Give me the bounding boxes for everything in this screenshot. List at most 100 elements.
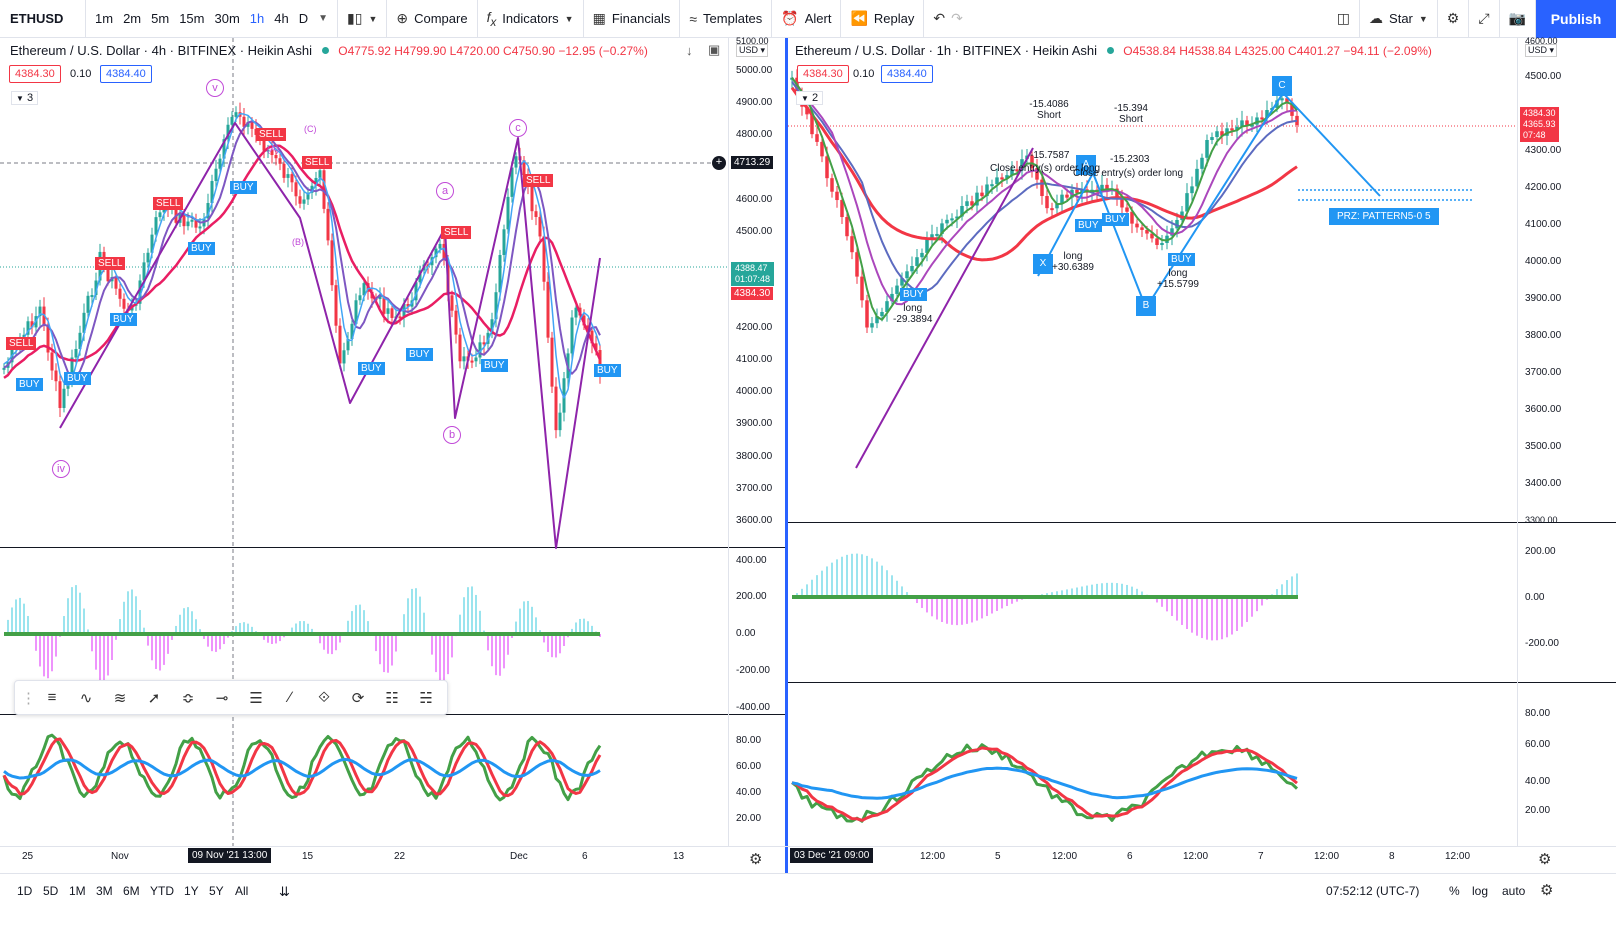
- auto-toggle[interactable]: auto: [1502, 884, 1526, 898]
- range-5y[interactable]: 5Y: [209, 884, 224, 898]
- candle: [154, 217, 158, 235]
- templates-button[interactable]: ≈ Templates: [680, 0, 773, 38]
- left-chart-canvas[interactable]: [0, 38, 728, 846]
- trend-line-icon[interactable]: ➚: [147, 689, 161, 707]
- range-all[interactable]: All: [235, 884, 249, 898]
- gear-icon[interactable]: ⚙: [749, 851, 763, 868]
- candle: [302, 199, 306, 204]
- currency-button[interactable]: USD ▾: [1525, 44, 1558, 57]
- gear-icon[interactable]: ⚙: [1538, 851, 1552, 868]
- download-icon[interactable]: ↓: [686, 43, 693, 58]
- bar-style-button[interactable]: ▮▯ ▼: [338, 0, 388, 38]
- tf-5m[interactable]: 5m: [151, 11, 170, 26]
- pattern-point-a[interactable]: A: [1076, 155, 1096, 175]
- candle: [850, 236, 854, 253]
- gear-icon[interactable]: ⚙: [1540, 882, 1554, 899]
- star-button[interactable]: ☁ Star ▼: [1360, 0, 1438, 38]
- range-1y[interactable]: 1Y: [184, 884, 199, 898]
- tf-4h[interactable]: 4h: [274, 11, 289, 26]
- right-price-axis[interactable]: 4600.00 USD ▾ 4500.00 4300.00 4200.00 41…: [1517, 36, 1616, 846]
- ray-icon[interactable]: ∕: [288, 689, 292, 706]
- trade-label: Short: [1119, 114, 1143, 125]
- pane-divider[interactable]: [788, 522, 1616, 523]
- right-buy-price[interactable]: 4384.40: [881, 65, 933, 83]
- tf-2m[interactable]: 2m: [123, 11, 142, 26]
- left-studies-toggle[interactable]: ▼ 3: [11, 91, 39, 105]
- clock[interactable]: 07:52:12 (UTC-7): [1326, 884, 1420, 898]
- trade-pnl: +30.6389: [1052, 262, 1094, 273]
- plus-icon[interactable]: +: [712, 156, 726, 170]
- log-toggle[interactable]: log: [1472, 884, 1489, 898]
- replay-button[interactable]: ⏪ Replay: [841, 0, 925, 38]
- abcd-pattern-icon[interactable]: ∿: [79, 689, 93, 707]
- goto-date-icon[interactable]: ⇊: [279, 884, 290, 899]
- elliott-wave-icon[interactable]: ≋: [113, 689, 127, 707]
- fib-icon[interactable]: ☰: [249, 689, 263, 707]
- candle: [146, 252, 150, 263]
- tf-d[interactable]: D: [298, 11, 309, 26]
- alarm-clock-icon: ⏰: [781, 10, 799, 26]
- right-series-title[interactable]: Ethereum / U.S. Dollar · 1h · BITFINEX ·…: [795, 43, 1097, 58]
- gann-icon[interactable]: ☵: [419, 689, 433, 707]
- right-sell-price[interactable]: 4384.30: [797, 65, 849, 83]
- left-time-axis[interactable]: 25 Nov 09 Nov '21 13:00 15 22 Dec 6 13: [0, 847, 728, 871]
- layout-button[interactable]: ◫: [1328, 0, 1361, 38]
- financials-button[interactable]: ▦ Financials: [584, 0, 681, 38]
- wave-label-b[interactable]: b: [443, 426, 461, 444]
- candle: [995, 177, 999, 185]
- left-sell-price[interactable]: 4384.30: [9, 65, 61, 83]
- tf-1m[interactable]: 1m: [95, 11, 114, 26]
- alert-button[interactable]: ⏰ Alert: [772, 0, 842, 38]
- drag-handle-icon[interactable]: ⋮: [21, 689, 36, 707]
- left-buy-price[interactable]: 4384.40: [100, 65, 152, 83]
- pattern-point-x[interactable]: X: [1033, 254, 1053, 274]
- maximize-icon[interactable]: ▣: [708, 42, 721, 57]
- right-chart-canvas[interactable]: [788, 38, 1517, 846]
- fullscreen-button[interactable]: ⤢: [1469, 0, 1500, 38]
- wave-label-c[interactable]: c: [509, 119, 527, 137]
- tf-1h[interactable]: 1h: [249, 11, 265, 26]
- chevron-down-icon[interactable]: ▼: [318, 13, 329, 24]
- snapshot-button[interactable]: 📷: [1500, 0, 1536, 38]
- publish-button[interactable]: Publish: [1536, 0, 1616, 38]
- range-ytd[interactable]: YTD: [150, 884, 174, 898]
- fib-retracement-icon[interactable]: ☷: [385, 689, 399, 707]
- currency-button[interactable]: USD ▾: [736, 44, 769, 57]
- tf-15m[interactable]: 15m: [179, 11, 205, 26]
- range-6m[interactable]: 6M: [123, 884, 140, 898]
- right-time-axis[interactable]: 03 Dec '21 09:00 12:00 5 12:00 6 12:00 7…: [788, 847, 1517, 871]
- right-studies-toggle[interactable]: ▼ 2: [796, 91, 824, 105]
- horizontal-ray-icon[interactable]: ⊸: [215, 689, 229, 707]
- tf-30m[interactable]: 30m: [214, 11, 240, 26]
- wave-label-v[interactable]: v: [206, 79, 224, 97]
- indicators-button[interactable]: fx Indicators ▼: [478, 0, 584, 38]
- range-1m[interactable]: 1M: [69, 884, 86, 898]
- range-1d[interactable]: 1D: [17, 884, 33, 898]
- range-3m[interactable]: 3M: [96, 884, 113, 898]
- wave-label-iv[interactable]: iv: [52, 460, 70, 478]
- prz-label[interactable]: PRZ: PATTERN5-0 5: [1329, 208, 1439, 225]
- pane-divider[interactable]: [788, 682, 1616, 683]
- candle: [190, 219, 194, 222]
- settings-button[interactable]: ⚙: [1438, 0, 1470, 38]
- left-series-title[interactable]: Ethereum / U.S. Dollar · 4h · BITFINEX ·…: [10, 43, 312, 58]
- xabcd-pattern-icon[interactable]: ⟐: [318, 689, 330, 706]
- range-5d[interactable]: 5D: [43, 884, 59, 898]
- spiral-icon[interactable]: ⟳: [351, 689, 365, 707]
- compare-button[interactable]: ⊕ Compare: [387, 0, 478, 38]
- left-price-axis[interactable]: 5100.00 USD ▾ 5000.00 4900.00 4800.00 46…: [728, 36, 785, 846]
- wave-label-a[interactable]: a: [436, 182, 454, 200]
- pattern-point-c[interactable]: C: [1272, 76, 1292, 96]
- candle: [306, 192, 310, 200]
- axis-label: 3800.00: [736, 451, 773, 462]
- axis-label: 5000.00: [736, 65, 773, 76]
- horizontal-lines-icon[interactable]: ≡: [47, 689, 57, 706]
- parallel-channel-icon[interactable]: ≎: [181, 689, 195, 707]
- pane-divider[interactable]: [0, 547, 785, 548]
- symbol-search[interactable]: ETHUSD: [0, 0, 86, 38]
- redo-icon[interactable]: ↷: [951, 10, 963, 26]
- percent-toggle[interactable]: %: [1449, 884, 1460, 898]
- candle: [474, 357, 478, 362]
- pattern-point-b[interactable]: B: [1136, 296, 1156, 316]
- undo-icon[interactable]: ↶: [933, 10, 946, 26]
